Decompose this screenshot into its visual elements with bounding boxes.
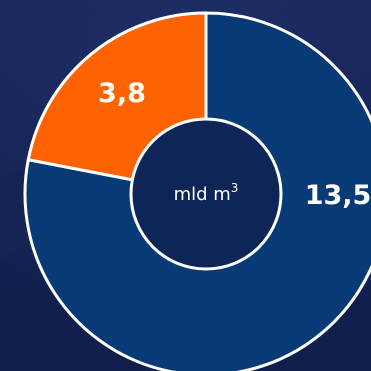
slice-value-label-2: 3,8 — [98, 78, 146, 109]
center-unit-text: mld m — [174, 184, 231, 205]
slice-value-label-1: 13,5 — [305, 180, 371, 211]
value-labels-layer: 13,5 3,8 — [98, 78, 371, 211]
donut-hole — [129, 117, 283, 271]
pie-slice-1 — [23, 11, 371, 371]
center-unit-superscript: 3 — [231, 181, 239, 195]
center-unit-label: mld m3 — [174, 181, 239, 205]
